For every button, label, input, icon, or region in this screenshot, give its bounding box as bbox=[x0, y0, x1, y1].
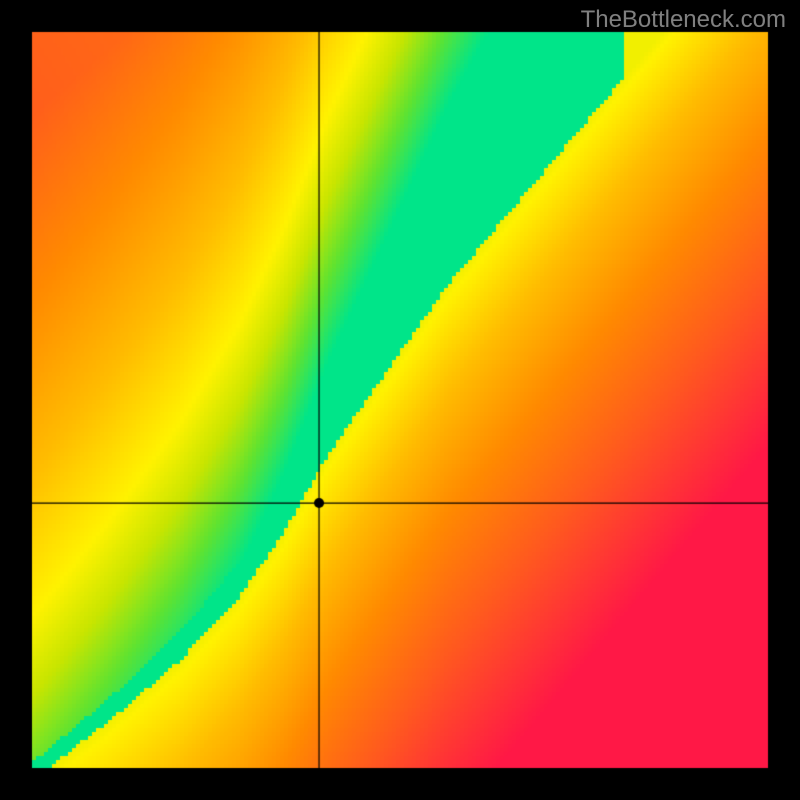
heatmap-canvas bbox=[0, 0, 800, 800]
watermark-text: TheBottleneck.com bbox=[581, 6, 786, 34]
chart-container: TheBottleneck.com bbox=[0, 0, 800, 800]
